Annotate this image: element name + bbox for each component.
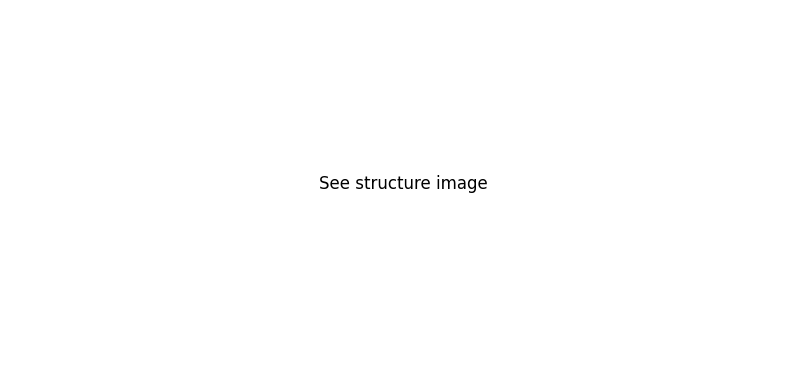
Text: See structure image: See structure image: [319, 175, 487, 193]
